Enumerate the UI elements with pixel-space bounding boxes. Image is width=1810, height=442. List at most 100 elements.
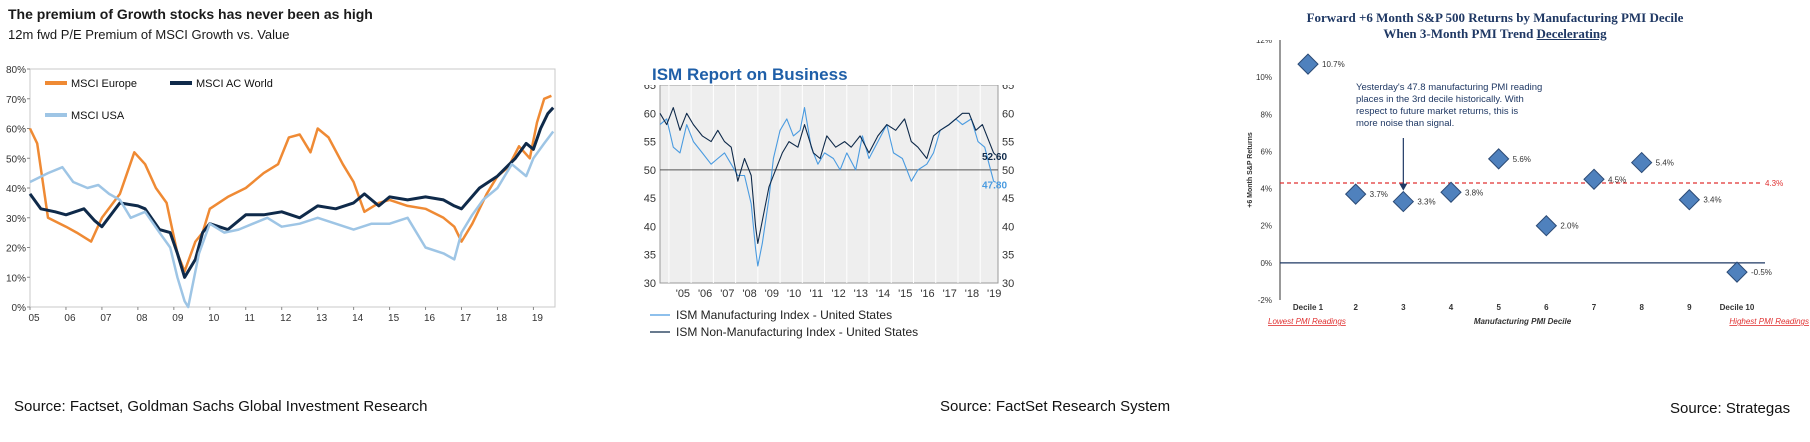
chart3-annotation-arrowhead — [1399, 183, 1408, 191]
growth-premium-panel: The premium of Growth stocks has never b… — [0, 0, 630, 442]
chart1-x-tick: 15 — [388, 313, 400, 324]
chart3-title-line2-text: When 3-Month PMI Trend — [1383, 26, 1537, 41]
chart1-x-tick: 13 — [316, 313, 328, 324]
chart3-x-tick: Decile 1 — [1293, 303, 1324, 312]
chart2-y-tick-left: 45 — [644, 193, 656, 205]
chart1-y-tick: 30% — [6, 214, 26, 225]
chart3-annotation-line: respect to future market returns, this i… — [1356, 106, 1518, 117]
chart3-x-tick: 7 — [1592, 303, 1597, 312]
chart1-legend-label-2: MSCI USA — [71, 110, 125, 122]
chart3-point — [1535, 215, 1558, 237]
chart2-x-tick: '19 — [987, 288, 1001, 300]
chart2-x-tick: '06 — [698, 288, 712, 300]
chart3-point — [1487, 148, 1510, 170]
chart2-y-tick-left: 65 — [644, 85, 656, 92]
chart2-y-tick-right: 30 — [1002, 278, 1014, 290]
chart2-x-tick: '16 — [920, 288, 934, 300]
chart1-title: The premium of Growth stocks has never b… — [8, 6, 373, 22]
chart3-y-tick: 6% — [1260, 147, 1272, 156]
chart2-x-tick: '10 — [787, 288, 801, 300]
chart3-x-tick: 4 — [1449, 303, 1454, 312]
chart2-y-tick-right: 40 — [1002, 221, 1014, 233]
chart1-x-tick: 16 — [424, 313, 436, 324]
chart1-x-tick: 08 — [136, 313, 148, 324]
chart2-x-tick: '08 — [742, 288, 756, 300]
chart1-y-tick: 70% — [6, 95, 26, 106]
chart2-source: Source: FactSet Research System — [940, 398, 1171, 415]
chart1-plot: 0% 10% 20% 30% 40% 50% 60% 70% 80% 05 06 07 08 09 10 11… — [6, 65, 556, 324]
chart3-annotation-line: more noise than signal. — [1356, 118, 1454, 129]
chart2-legend-label-1: ISM Non-Manufacturing Index - United Sta… — [676, 325, 918, 339]
chart3-point-label: -0.5% — [1751, 268, 1772, 277]
chart2-x-tick: '11 — [810, 288, 824, 300]
chart3-y-tick: 0% — [1260, 259, 1272, 268]
ism-panel: ISM Report on Business '05 '06 '07 '08 '09 '1… — [630, 0, 1180, 442]
chart2-x-tick: '12 — [831, 288, 845, 300]
chart2-y-tick-left: 30 — [644, 278, 656, 290]
chart2-y-tick-left: 40 — [644, 221, 656, 233]
chart1-x-tick: 19 — [532, 313, 544, 324]
chart3-title-underlined: Decelerating — [1536, 26, 1607, 41]
chart1-y-tick: 40% — [6, 184, 26, 195]
chart1-x-tick: 10 — [208, 313, 220, 324]
chart3-point — [1678, 189, 1701, 211]
chart3-x-tick: 2 — [1353, 303, 1358, 312]
chart2-y-tick-right: 60 — [1002, 108, 1014, 120]
chart1-x-tick: 06 — [64, 313, 76, 324]
chart1-series-line-0 — [28, 94, 552, 273]
chart3-y-tick: 8% — [1260, 110, 1272, 119]
chart3-y-tick: -2% — [1258, 296, 1272, 305]
chart1-series-line-1 — [28, 106, 555, 279]
chart3-x-axis-label: Manufacturing PMI Decile — [1474, 317, 1572, 326]
chart3-x-tick: 3 — [1401, 303, 1406, 312]
chart2-y-tick-left: 35 — [644, 250, 656, 262]
chart3-y-tick: 12% — [1256, 40, 1272, 45]
chart1-x-tick: 07 — [100, 313, 112, 324]
chart3-x-tick: 6 — [1544, 303, 1549, 312]
chart3-x-tick: 8 — [1639, 303, 1644, 312]
chart3-x-tick: 5 — [1496, 303, 1501, 312]
chart3-y-tick: 2% — [1260, 222, 1272, 231]
chart2-series-line-1 — [659, 107, 997, 244]
chart2-title: ISM Report on Business — [652, 65, 848, 84]
chart3-plot: -2% 0% 2% 4% 6% 8% 10% 12% +6 Month S&P Returns 4… — [1247, 40, 1809, 326]
chart3-point — [1297, 53, 1319, 75]
chart1-series-line-2 — [29, 130, 555, 309]
chart1-y-tick: 10% — [6, 273, 26, 284]
chart1-y-tick: 50% — [6, 154, 26, 165]
chart2-x-tick: '14 — [876, 288, 890, 300]
chart3-point — [1630, 151, 1653, 174]
chart2-y-tick-left: 55 — [644, 137, 656, 149]
chart3-annotation-line: Yesterday's 47.8 manufacturing PMI readi… — [1356, 82, 1542, 93]
chart3-title-line2: When 3-Month PMI Trend Decelerating — [1180, 26, 1810, 42]
chart1-y-tick: 80% — [6, 65, 26, 76]
chart3-point-label: 4.5% — [1608, 175, 1626, 184]
chart3-low-label: Lowest PMI Readings — [1268, 317, 1346, 326]
chart2-plot: '05 '06 '07 '08 '09 '10 '11 '12 '13 '14 '15 '16 '17 '… — [644, 85, 1014, 339]
chart3-point — [1440, 181, 1462, 203]
chart3-x-tick: 9 — [1687, 303, 1692, 312]
chart2-x-tick: '13 — [854, 288, 868, 300]
chart1-x-tick: 17 — [460, 313, 472, 324]
chart3-source: Source: Strategas — [1670, 400, 1791, 417]
chart1-subtitle: 12m fwd P/E Premium of MSCI Growth vs. V… — [8, 27, 290, 42]
chart1-y-tick: 60% — [6, 125, 26, 136]
chart3-annotation-line: places in the 3rd decile historically. W… — [1356, 94, 1524, 105]
chart3-point — [1583, 168, 1605, 190]
chart3-average-label: 4.3% — [1765, 179, 1783, 188]
chart1-source: Source: Factset, Goldman Sachs Global In… — [14, 398, 428, 415]
chart3-y-axis-label: +6 Month S&P Returns — [1247, 132, 1254, 208]
chart2-y-tick-left: 50 — [644, 165, 656, 177]
chart3-point-label: 3.4% — [1703, 196, 1721, 205]
chart2-legend-label-0: ISM Manufacturing Index - United States — [676, 308, 892, 322]
chart3-point — [1344, 183, 1367, 205]
chart3-point-label: 3.3% — [1417, 198, 1435, 207]
chart1-y-tick: 20% — [6, 244, 26, 255]
chart2-x-tick: '09 — [765, 288, 779, 300]
chart2-y-tick-left: 60 — [644, 108, 656, 120]
chart1-plot-frame — [29, 68, 556, 308]
pmi-decile-panel: Forward +6 Month S&P 500 Returns by Manu… — [1180, 0, 1810, 442]
chart2-plot-frame — [659, 85, 999, 284]
chart2-x-tick: '17 — [943, 288, 957, 300]
chart2-y-tick-right: 65 — [1002, 85, 1014, 92]
